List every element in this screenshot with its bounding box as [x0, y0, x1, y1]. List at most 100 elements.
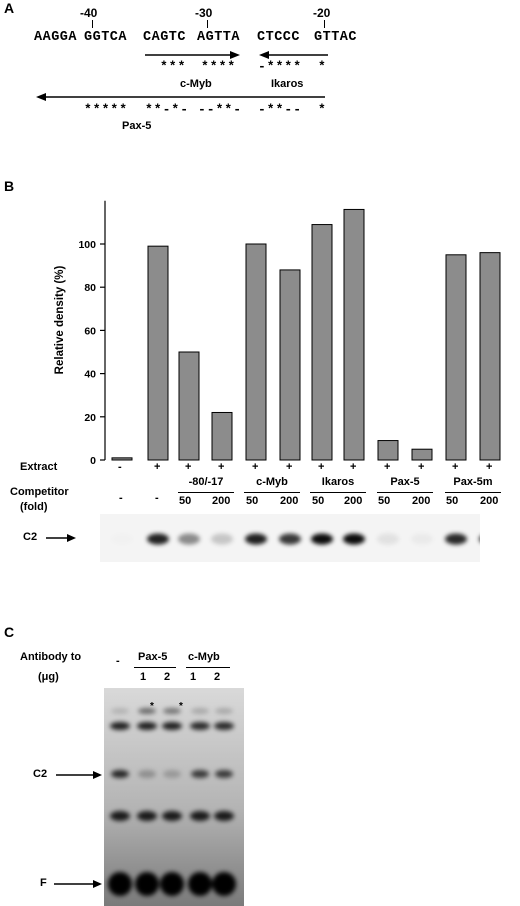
supershift-band [214, 811, 234, 821]
fold-value: 50 [179, 495, 192, 507]
gel-band-lane-7 [311, 533, 333, 545]
free-probe-label: F [40, 877, 47, 889]
gel-band-lane-8 [343, 533, 365, 545]
position-minus40: -40 [80, 6, 98, 20]
fold-value: 50 [446, 495, 459, 507]
extract-sign-lane-1: - [118, 461, 122, 473]
supershift-asterisk-1: * [150, 701, 154, 712]
fold-value: 50 [246, 495, 259, 507]
supershift-band [162, 722, 182, 730]
extract-sign-lane-12: + [486, 461, 493, 473]
fold-value: 200 [480, 495, 499, 507]
gel-band-lane-5 [245, 533, 267, 545]
antibody-amount-label: (μg) [38, 671, 59, 683]
supershift-band [160, 872, 184, 896]
y-axis: 0 20 40 60 80 100 [78, 200, 106, 467]
y-tick-label-20: 20 [84, 412, 96, 424]
competitor-group-underline [178, 492, 234, 493]
gel-band-lane-1 [111, 534, 133, 545]
panel-a-label: A [4, 0, 15, 16]
lane-label-c-myb-1: 1 [190, 671, 197, 683]
supershift-gel [104, 688, 244, 906]
supershift-band [110, 722, 130, 730]
competitor-group-underline [244, 492, 300, 493]
lane-label-pax5-1: 1 [140, 671, 147, 683]
supershift-band [108, 872, 132, 896]
extract-row-label: Extract [20, 461, 58, 473]
supershift-band [212, 872, 236, 896]
sequence-group-5: CTCCC [257, 30, 301, 45]
gel-band-lane-12 [479, 536, 480, 542]
extract-sign-lane-11: + [452, 461, 459, 473]
sequence-group-3: CAGTC [143, 30, 187, 45]
no-antibody-lane: - [116, 655, 120, 667]
bar-lane-12 [479, 252, 501, 461]
gel-band-lane-3 [178, 533, 200, 545]
pax5-antibody-label: Pax-5 [138, 651, 168, 663]
supershift-band [163, 770, 181, 778]
y-axis-label: Relative density (%) [54, 266, 66, 375]
c2-band-label: C2 [23, 531, 38, 543]
competitor-none-2: - [155, 492, 159, 504]
competitor-group-label: Ikaros [321, 476, 355, 488]
competitor-row-label: Competitor [10, 486, 69, 498]
fold-value: 200 [280, 495, 299, 507]
ikaros-arrowhead [259, 51, 269, 59]
supershift-band [138, 708, 156, 714]
fold-value: 200 [212, 495, 231, 507]
supershift-band [135, 872, 159, 896]
conservation-marks-8: -**-- [258, 102, 303, 117]
gel-band-lane-6 [279, 533, 301, 545]
lane-label-c-myb-2: 2 [214, 671, 221, 683]
conservation-marks-2: **** [201, 59, 237, 74]
competitor-group-underline [310, 492, 366, 493]
conservation-marks-7: --**- [198, 102, 243, 117]
gel-band-lane-11 [445, 533, 467, 545]
c2-arrow-icon-c [56, 771, 102, 779]
extract-sign-lane-5: + [252, 461, 259, 473]
supershift-band [188, 872, 212, 896]
competitor-group-underline [377, 492, 433, 493]
gel-band-lane-10 [411, 533, 433, 545]
free-probe-arrow-icon [54, 880, 102, 888]
emsa-gel-strip [100, 514, 480, 562]
bar-lane-2 [147, 245, 169, 461]
competitor-group-label: c-Myb [256, 476, 288, 488]
fold-value: 200 [344, 495, 363, 507]
supershift-band [111, 770, 129, 778]
ikaros-site-label: Ikaros [271, 78, 304, 90]
c-myb-group-underline [186, 667, 230, 668]
supershift-band [111, 708, 129, 714]
supershift-asterisk-2: * [179, 701, 183, 712]
sequence-group-6: GTTAC [314, 30, 358, 45]
bar-lane-9 [377, 440, 399, 461]
supershift-band [190, 811, 210, 821]
extract-sign-lane-2: + [154, 461, 161, 473]
conservation-marks-3: -**** [258, 59, 303, 74]
y-tick-label-0: 0 [90, 455, 96, 467]
gel-band-lane-9 [377, 533, 399, 545]
sequence-group-1: AAGGA [34, 30, 78, 45]
c2-arrow-icon [46, 534, 76, 542]
supershift-band [110, 811, 130, 821]
extract-sign-lane-8: + [350, 461, 357, 473]
density-bar-chart: 0 20 40 60 80 100 Relative density (%) [54, 200, 501, 467]
y-tick-label-100: 100 [78, 239, 96, 251]
bar-lane-6 [279, 269, 301, 461]
gel-band-lane-2 [147, 533, 169, 545]
tick-minus20 [324, 20, 325, 28]
bar-lane-4 [211, 411, 233, 461]
pax5-group-underline [134, 667, 176, 668]
extract-sign-lane-3: + [185, 461, 192, 473]
competitor-group-label: Pax-5 [390, 476, 420, 488]
sequence-group-2: GGTCA [84, 30, 128, 45]
extract-sign-lane-4: + [218, 461, 225, 473]
supershift-band [137, 811, 157, 821]
competitor-group-label: -80/-17 [188, 476, 224, 488]
c2-band-label-c: C2 [33, 768, 48, 780]
supershift-band [214, 722, 234, 730]
supershift-band [191, 708, 209, 714]
supershift-band [191, 770, 209, 778]
antibody-label: Antibody to [20, 651, 82, 663]
y-tick-label-80: 80 [84, 282, 96, 294]
